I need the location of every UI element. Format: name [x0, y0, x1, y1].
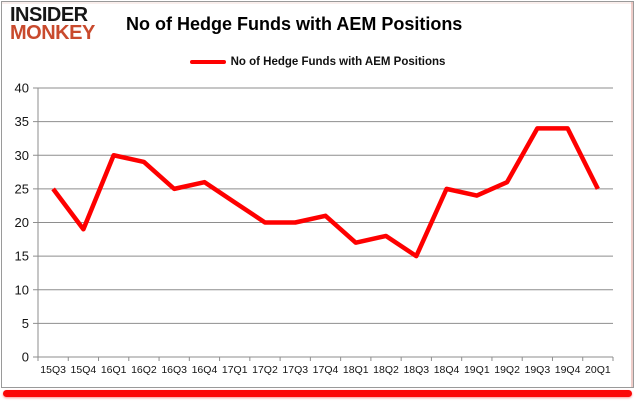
x-axis-tick-label: 19Q2 [494, 364, 520, 376]
legend: No of Hedge Funds with AEM Positions [0, 56, 635, 68]
y-axis-tick-label: 20 [15, 215, 29, 230]
y-axis-tick-label: 10 [15, 282, 29, 297]
legend-label: No of Hedge Funds with AEM Positions [230, 56, 446, 68]
x-axis-tick-label: 19Q3 [524, 364, 550, 376]
y-axis-tick-label: 35 [15, 114, 29, 129]
x-axis-tick-label: 17Q3 [282, 364, 308, 376]
insider-monkey-logo: INSIDER MONKEY [10, 4, 95, 45]
x-axis-tick-label: 17Q4 [313, 364, 339, 376]
x-axis-tick-label: 17Q1 [222, 364, 248, 376]
y-axis-tick-label: 40 [15, 81, 29, 96]
x-axis-tick-label: 20Q1 [585, 364, 611, 376]
chart-title: No of Hedge Funds with AEM Positions [126, 14, 463, 34]
y-axis-tick-label: 5 [22, 316, 29, 331]
x-axis-tick-label: 16Q1 [101, 364, 127, 376]
y-axis-tick-label: 0 [22, 350, 29, 365]
x-axis-tick-label: 15Q3 [40, 364, 66, 376]
y-axis-tick-label: 15 [15, 249, 29, 264]
x-axis-tick-label: 18Q1 [343, 364, 369, 376]
x-axis-tick-label: 16Q3 [161, 364, 187, 376]
y-axis-tick-label: 30 [15, 148, 29, 163]
x-axis-tick-label: 15Q4 [71, 364, 97, 376]
x-axis-tick-label: 18Q4 [434, 364, 460, 376]
legend-line-swatch [189, 60, 226, 64]
x-axis-tick-label: 16Q4 [192, 364, 218, 376]
x-axis-tick-label: 17Q2 [252, 364, 278, 376]
y-axis-tick-label: 25 [15, 181, 29, 196]
logo-text-monkey: MONKEY [10, 22, 95, 45]
x-axis-tick-label: 18Q2 [373, 364, 399, 376]
x-axis-tick-label: 16Q2 [131, 364, 157, 376]
bottom-accent-bar [3, 390, 632, 397]
x-axis-tick-label: 19Q4 [555, 364, 581, 376]
x-axis-tick-label: 19Q1 [464, 364, 490, 376]
data-series-line [51, 126, 600, 259]
logo-text-insider: INSIDER [10, 4, 88, 26]
x-axis-tick-label: 18Q3 [403, 364, 429, 376]
